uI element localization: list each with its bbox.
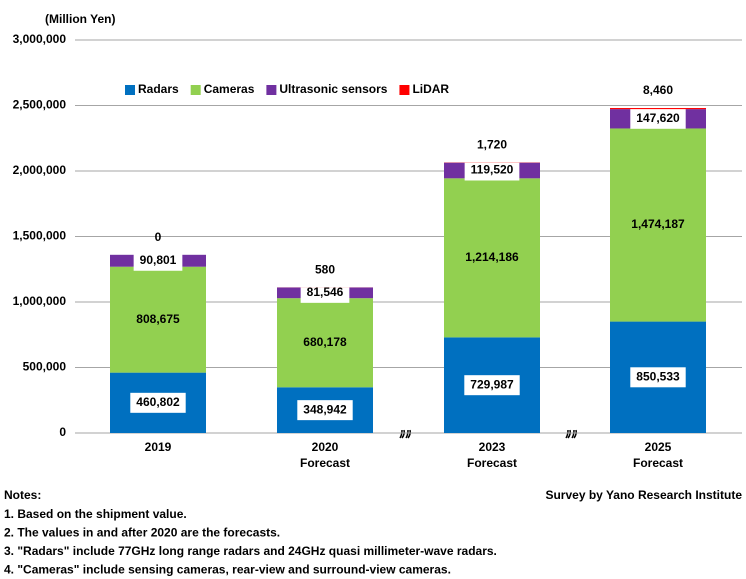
source: Survey by Yano Research Institute (545, 488, 742, 502)
legend-swatch (399, 85, 410, 95)
x-tick-label: 2020 (312, 440, 339, 454)
data-label: 81,546 (307, 285, 344, 299)
legend-label: Radars (138, 82, 179, 96)
legend-label: Cameras (204, 82, 255, 96)
note: 3. "Radars" include 77GHz long range rad… (4, 544, 497, 558)
label-box (630, 367, 686, 388)
y-tick-label: 500,000 (23, 360, 67, 374)
x-tick-sublabel: Forecast (300, 456, 350, 470)
data-label: 729,987 (470, 377, 514, 391)
x-tick-label: 2019 (145, 440, 172, 454)
label-box (297, 400, 353, 421)
notes-title: Notes: (4, 488, 41, 502)
data-label: 580 (315, 263, 335, 277)
data-label: 680,178 (303, 335, 347, 349)
data-label: 147,620 (636, 111, 680, 125)
bar-segment (610, 108, 706, 110)
y-tick-label: 2,000,000 (13, 163, 67, 177)
bar-segment (277, 298, 373, 388)
legend-swatch (190, 85, 201, 95)
data-label: 1,214,186 (465, 250, 519, 264)
axis-breaks (399, 429, 577, 439)
bar-segment (110, 266, 206, 373)
axis-break (399, 429, 411, 439)
legend-label: LiDAR (412, 82, 449, 96)
data-label: 460,802 (136, 395, 180, 409)
label-box (464, 375, 520, 396)
legend-swatch (125, 85, 135, 95)
y-tick-label: 1,500,000 (13, 229, 67, 243)
y-tick-label: 2,500,000 (13, 98, 67, 112)
axis-break (565, 429, 577, 439)
y-tick-label: 1,000,000 (13, 294, 67, 308)
x-tick-sublabel: Forecast (467, 456, 517, 470)
label-box (464, 160, 520, 181)
y-tick-label: 0 (59, 425, 66, 439)
label-box (300, 282, 350, 303)
bar-segment (610, 128, 706, 322)
data-label: 119,520 (471, 163, 514, 177)
note: 1. Based on the shipment value. (4, 507, 187, 521)
x-tick-label: 2025 (645, 440, 672, 454)
legend-label: Ultrasonic sensors (279, 82, 387, 96)
data-label: 808,675 (136, 312, 180, 326)
legend-swatch (266, 85, 277, 95)
y-tick-label: 3,000,000 (13, 32, 67, 46)
label-box (130, 392, 186, 413)
y-unit-label: (Million Yen) (45, 12, 115, 26)
data-label: 348,942 (303, 402, 347, 416)
note: 2. The values in and after 2020 are the … (4, 526, 280, 540)
data-label: 1,474,187 (631, 217, 685, 231)
data-label: 1,720 (477, 138, 507, 152)
label-box (133, 250, 183, 271)
x-tick-label: 2023 (479, 440, 506, 454)
label-box (630, 108, 686, 129)
x-tick-sublabel: Forecast (633, 456, 683, 470)
data-label: 8,460 (643, 83, 673, 97)
bar-segment (444, 178, 540, 338)
data-label: 90,801 (140, 253, 177, 267)
data-label: 0 (155, 230, 162, 244)
note: 4. "Cameras" include sensing cameras, re… (4, 563, 451, 577)
data-label: 850,533 (636, 369, 680, 383)
